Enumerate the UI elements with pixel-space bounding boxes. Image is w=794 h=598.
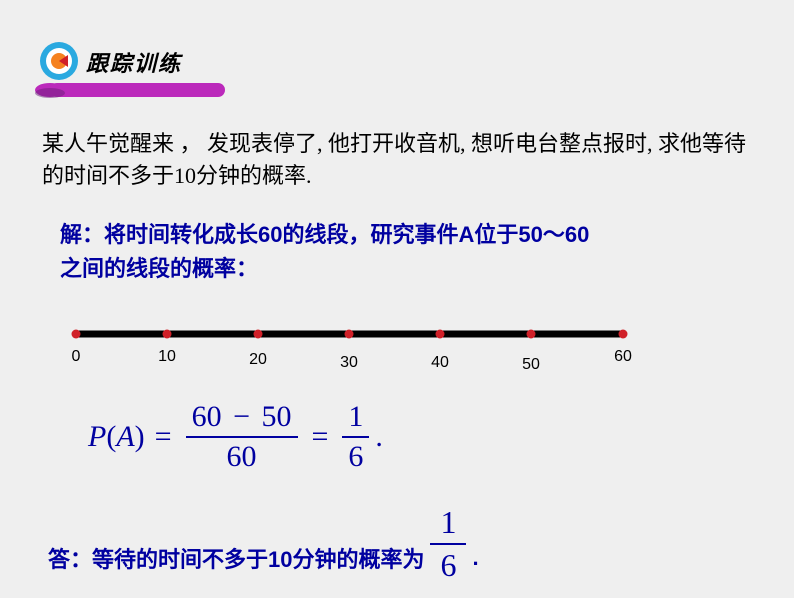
answer-den: 6 [430, 545, 466, 584]
answer-suffix: . [472, 545, 478, 571]
tick-0: 0 [72, 348, 81, 366]
den2: 6 [342, 438, 369, 474]
tick-30: 30 [340, 354, 358, 372]
formula-frac2: 1 6 [342, 400, 369, 474]
tick-50: 50 [522, 356, 540, 374]
num2: 1 [342, 400, 369, 438]
formula-frac1: 60 − 50 60 [186, 400, 298, 474]
formula-open-paren: ( [106, 420, 116, 454]
answer-num: 1 [430, 504, 466, 545]
answer-line: 答：等待的时间不多于10分钟的概率为 1 6 . [48, 518, 479, 598]
section-title: 跟踪训练 [86, 46, 182, 78]
num-minus: − [233, 400, 250, 433]
formula-close-paren: ) [135, 420, 145, 454]
problem-statement: 某人午觉醒来 ， 发现表停了, 他打开收音机, 想听电台整点报时, 求他等待的时… [42, 128, 752, 192]
probability-formula: P ( A ) = 60 − 50 60 = 1 6 . [88, 400, 383, 474]
tick-60: 60 [614, 348, 632, 366]
solution-line2: 之间的线段的概率： [60, 256, 258, 281]
num-right: 50 [262, 400, 292, 433]
target-icon [38, 40, 80, 82]
section-header: 跟踪训练 [38, 46, 182, 82]
answer-fraction: 1 6 [430, 504, 466, 584]
formula-eq1: = [155, 420, 172, 454]
formula-P: P [88, 420, 106, 454]
formula-period: . [375, 420, 383, 454]
formula-A: A [116, 420, 134, 454]
tick-10: 10 [158, 348, 176, 366]
tick-40: 40 [431, 354, 449, 372]
number-line: 0 10 20 30 40 50 60 [70, 320, 630, 380]
section-underline [35, 82, 235, 98]
solution-line1: 解：将时间转化成长60的线段，研究事件A位于50～60 [60, 222, 589, 247]
solution-text: 解：将时间转化成长60的线段，研究事件A位于50～60 之间的线段的概率： [60, 218, 750, 286]
answer-prefix: 答：等待的时间不多于10分钟的概率为 [48, 542, 424, 574]
den1: 60 [221, 438, 263, 474]
tick-20: 20 [249, 351, 267, 369]
formula-eq2: = [312, 420, 329, 454]
num-left: 60 [192, 400, 222, 433]
